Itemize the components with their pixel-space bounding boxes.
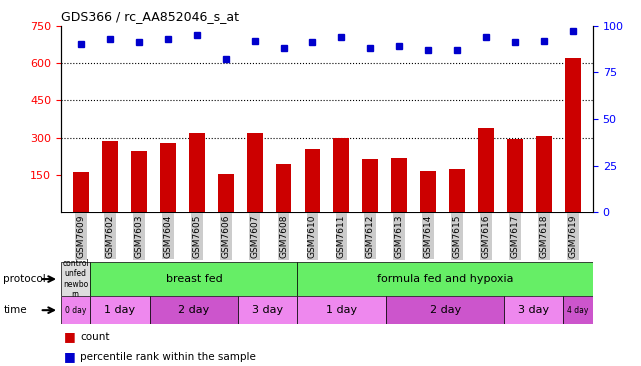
Text: GSM7608: GSM7608 (279, 215, 288, 258)
Text: control
unfed
newbo
rn: control unfed newbo rn (62, 259, 89, 299)
Bar (449, 169, 465, 212)
Text: GSM7610: GSM7610 (308, 215, 317, 258)
Bar (61, 262, 90, 296)
Bar (297, 262, 593, 296)
Text: count: count (80, 332, 110, 342)
Text: 1 day: 1 day (326, 305, 357, 315)
Text: GSM7611: GSM7611 (337, 215, 346, 258)
Text: GSM7606: GSM7606 (221, 215, 230, 258)
Text: GSM7602: GSM7602 (106, 215, 115, 258)
Bar (563, 296, 593, 324)
Text: GSM7618: GSM7618 (539, 215, 548, 258)
Bar (218, 174, 234, 212)
Bar (507, 139, 523, 212)
Text: GSM7616: GSM7616 (481, 215, 490, 258)
Bar (362, 159, 378, 212)
Text: 0 day: 0 day (65, 306, 87, 315)
Bar (565, 58, 581, 212)
Bar (297, 296, 386, 324)
Bar (131, 151, 147, 212)
Bar (189, 132, 204, 212)
Text: GSM7619: GSM7619 (568, 215, 577, 258)
Bar (386, 296, 504, 324)
Bar (333, 138, 349, 212)
Bar (149, 296, 238, 324)
Text: GSM7615: GSM7615 (453, 215, 462, 258)
Bar (247, 133, 263, 212)
Text: GSM7604: GSM7604 (163, 215, 172, 258)
Bar (160, 143, 176, 212)
Bar (238, 296, 297, 324)
Text: GDS366 / rc_AA852046_s_at: GDS366 / rc_AA852046_s_at (61, 10, 239, 23)
Text: ■: ■ (64, 330, 76, 343)
Text: GSM7605: GSM7605 (192, 215, 201, 258)
Bar (102, 141, 118, 212)
Text: ■: ■ (64, 350, 76, 363)
Text: breast fed: breast fed (165, 274, 222, 284)
Bar (478, 128, 494, 212)
Text: GSM7617: GSM7617 (510, 215, 519, 258)
Text: GSM7614: GSM7614 (424, 215, 433, 258)
Text: formula fed and hypoxia: formula fed and hypoxia (377, 274, 513, 284)
Bar (536, 137, 552, 212)
Text: GSM7612: GSM7612 (366, 215, 375, 258)
Text: 1 day: 1 day (104, 305, 136, 315)
Bar (73, 172, 89, 212)
Text: 2 day: 2 day (429, 305, 461, 315)
Bar (391, 157, 407, 212)
Text: 3 day: 3 day (518, 305, 549, 315)
Text: GSM7607: GSM7607 (250, 215, 259, 258)
Text: 2 day: 2 day (178, 305, 210, 315)
Text: 3 day: 3 day (252, 305, 283, 315)
Text: protocol: protocol (3, 274, 46, 284)
Bar (61, 296, 90, 324)
Text: GSM7609: GSM7609 (77, 215, 86, 258)
Text: time: time (3, 305, 27, 315)
Text: 4 day: 4 day (567, 306, 589, 315)
Text: percentile rank within the sample: percentile rank within the sample (80, 352, 256, 362)
Bar (420, 171, 436, 212)
Text: GSM7603: GSM7603 (135, 215, 144, 258)
Bar (304, 149, 320, 212)
Bar (504, 296, 563, 324)
Bar (90, 262, 297, 296)
Bar (90, 296, 149, 324)
Text: GSM7613: GSM7613 (395, 215, 404, 258)
Bar (276, 164, 292, 212)
